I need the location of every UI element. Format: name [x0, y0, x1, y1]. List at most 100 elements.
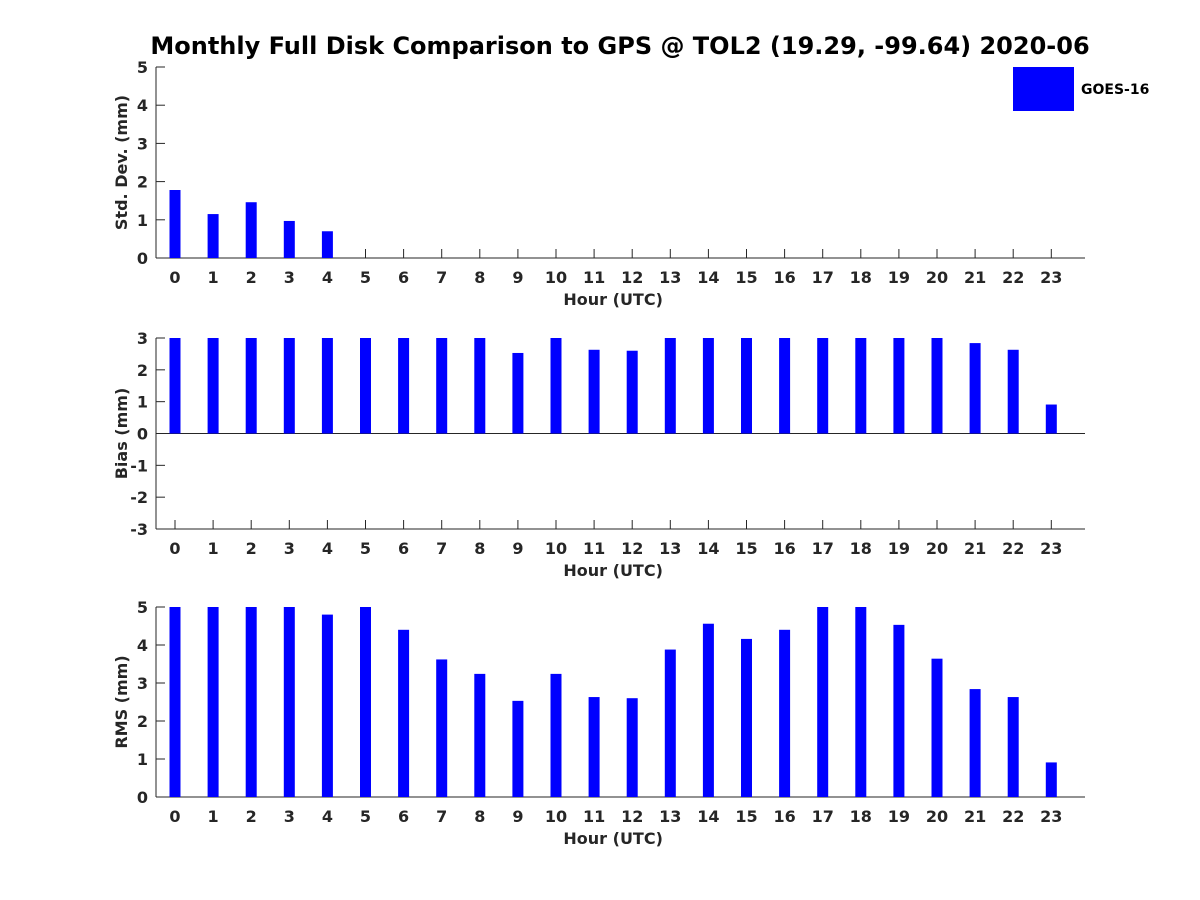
x-tick-label: 4 — [322, 807, 333, 826]
legend: GOES-16 — [1013, 67, 1149, 111]
bar — [779, 338, 791, 434]
x-tick-label: 18 — [850, 268, 872, 287]
bar — [702, 623, 714, 797]
bar — [550, 673, 562, 797]
x-tick-label: 1 — [208, 268, 219, 287]
x-tick-label: 11 — [583, 807, 605, 826]
y-axis-label: RMS (mm) — [112, 655, 131, 748]
y-tick-label: 0 — [137, 788, 148, 807]
bar — [245, 607, 257, 797]
bar — [321, 614, 333, 797]
x-tick-label: 6 — [398, 268, 409, 287]
x-tick-label: 0 — [169, 268, 180, 287]
y-tick-label: 2 — [137, 173, 148, 192]
x-tick-label: 8 — [474, 268, 485, 287]
bar — [398, 629, 410, 797]
x-tick-label: 19 — [888, 539, 910, 558]
x-tick-label: 22 — [1002, 807, 1024, 826]
y-tick-label: -1 — [130, 456, 148, 475]
bar — [169, 607, 181, 797]
x-tick-label: 12 — [621, 539, 643, 558]
x-tick-label: 10 — [545, 268, 567, 287]
bar — [817, 607, 829, 797]
x-tick-label: 6 — [398, 539, 409, 558]
x-tick-label: 19 — [888, 268, 910, 287]
bar — [1045, 762, 1057, 797]
bar — [969, 343, 981, 434]
x-tick-label: 14 — [697, 268, 719, 287]
bar — [1045, 404, 1057, 434]
bar — [474, 338, 486, 434]
x-tick-label: 21 — [964, 807, 986, 826]
legend-label: GOES-16 — [1081, 82, 1149, 98]
x-tick-label: 8 — [474, 539, 485, 558]
x-tick-label: 22 — [1002, 268, 1024, 287]
x-tick-label: 18 — [850, 539, 872, 558]
y-tick-label: 1 — [137, 750, 148, 769]
x-tick-label: 20 — [926, 539, 948, 558]
x-tick-label: 23 — [1040, 268, 1062, 287]
bar — [283, 220, 295, 258]
x-tick-label: 18 — [850, 807, 872, 826]
y-tick-label: 5 — [137, 58, 148, 77]
bar — [207, 338, 219, 434]
bar — [321, 338, 333, 434]
bar — [741, 638, 752, 797]
x-tick-label: 3 — [284, 539, 295, 558]
x-tick-label: 2 — [246, 268, 257, 287]
bar — [283, 338, 295, 434]
bar — [893, 338, 905, 434]
x-tick-label: 15 — [735, 807, 757, 826]
x-tick-label: 7 — [436, 807, 447, 826]
y-tick-label: -2 — [130, 488, 148, 507]
y-axis-label: Std. Dev. (mm) — [112, 95, 131, 230]
x-tick-label: 9 — [512, 807, 523, 826]
x-tick-label: 9 — [512, 539, 523, 558]
y-tick-label: 5 — [137, 598, 148, 617]
x-tick-label: 23 — [1040, 539, 1062, 558]
y-tick-label: 3 — [137, 134, 148, 153]
x-tick-label: 8 — [474, 807, 485, 826]
bar — [702, 338, 714, 434]
bar — [169, 338, 181, 434]
bar — [360, 607, 371, 797]
y-axis-label: Bias (mm) — [112, 388, 131, 480]
bar — [817, 338, 829, 434]
x-tick-label: 11 — [583, 539, 605, 558]
x-tick-label: 23 — [1040, 807, 1062, 826]
bar — [779, 629, 791, 797]
x-tick-label: 13 — [659, 268, 681, 287]
y-tick-label: -3 — [130, 520, 148, 539]
x-tick-label: 3 — [284, 268, 295, 287]
x-tick-label: 20 — [926, 807, 948, 826]
bar — [588, 349, 600, 434]
bar — [512, 352, 524, 434]
x-tick-label: 16 — [773, 539, 795, 558]
x-tick-label: 19 — [888, 807, 910, 826]
y-tick-label: 0 — [137, 425, 148, 444]
bar — [436, 338, 448, 434]
x-axis-label: Hour (UTC) — [563, 561, 663, 580]
bar — [474, 673, 486, 797]
x-tick-label: 10 — [545, 807, 567, 826]
x-tick-label: 15 — [735, 268, 757, 287]
bar — [169, 190, 181, 258]
bar — [398, 338, 410, 434]
y-tick-label: 2 — [137, 712, 148, 731]
x-tick-label: 1 — [208, 807, 219, 826]
bar — [855, 607, 867, 797]
y-tick-label: 4 — [137, 96, 148, 115]
y-tick-label: 1 — [137, 393, 148, 412]
x-tick-label: 7 — [436, 539, 447, 558]
x-tick-label: 16 — [773, 268, 795, 287]
x-tick-label: 17 — [812, 539, 834, 558]
bar — [245, 338, 257, 434]
x-tick-label: 11 — [583, 268, 605, 287]
bar — [207, 607, 219, 797]
bar — [893, 624, 905, 797]
x-tick-label: 5 — [360, 807, 371, 826]
x-tick-label: 2 — [246, 807, 257, 826]
